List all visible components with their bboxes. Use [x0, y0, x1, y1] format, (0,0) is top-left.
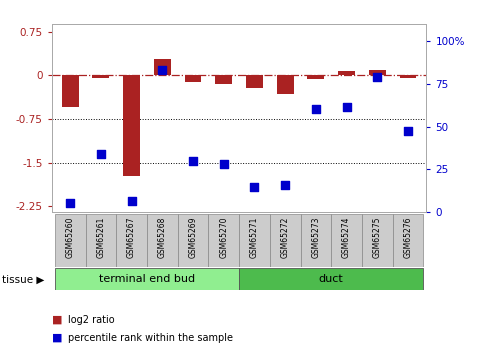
- Bar: [215, 75, 232, 84]
- Text: GSM65272: GSM65272: [281, 217, 290, 258]
- Point: [404, 128, 412, 134]
- Point: [343, 104, 351, 110]
- Point: [158, 67, 166, 73]
- Bar: [93, 75, 109, 78]
- Bar: [116, 214, 147, 267]
- Bar: [55, 214, 86, 267]
- Bar: [392, 214, 423, 267]
- Text: GSM65267: GSM65267: [127, 217, 136, 258]
- Bar: [209, 214, 239, 267]
- Text: log2 ratio: log2 ratio: [68, 315, 114, 325]
- Point: [189, 158, 197, 164]
- Bar: [246, 75, 263, 88]
- Text: tissue ▶: tissue ▶: [2, 274, 45, 284]
- Bar: [270, 214, 301, 267]
- Bar: [86, 214, 116, 267]
- Point: [373, 75, 381, 80]
- Point: [66, 200, 74, 206]
- Bar: [184, 75, 202, 82]
- Bar: [123, 75, 140, 176]
- Bar: [301, 214, 331, 267]
- Text: GSM65276: GSM65276: [403, 217, 413, 258]
- Text: GSM65268: GSM65268: [158, 217, 167, 258]
- Bar: [55, 268, 239, 290]
- Bar: [399, 75, 417, 78]
- Bar: [369, 70, 386, 75]
- Bar: [338, 71, 355, 75]
- Text: GSM65269: GSM65269: [188, 217, 198, 258]
- Bar: [62, 75, 79, 107]
- Text: GSM65274: GSM65274: [342, 217, 351, 258]
- Point: [128, 198, 136, 204]
- Text: GSM65271: GSM65271: [250, 217, 259, 258]
- Text: ■: ■: [52, 315, 62, 325]
- Point: [281, 183, 289, 188]
- Point: [97, 151, 105, 157]
- Text: GSM65275: GSM65275: [373, 217, 382, 258]
- Bar: [308, 75, 324, 79]
- Text: terminal end bud: terminal end bud: [99, 274, 195, 284]
- Text: GSM65261: GSM65261: [97, 217, 106, 258]
- Text: GSM65273: GSM65273: [312, 217, 320, 258]
- Text: ■: ■: [52, 333, 62, 343]
- Bar: [331, 214, 362, 267]
- Text: percentile rank within the sample: percentile rank within the sample: [68, 333, 233, 343]
- Text: duct: duct: [319, 274, 344, 284]
- Point: [312, 106, 320, 111]
- Point: [220, 162, 228, 167]
- Bar: [177, 214, 209, 267]
- Text: GSM65270: GSM65270: [219, 217, 228, 258]
- Bar: [154, 59, 171, 75]
- Bar: [277, 75, 294, 94]
- Bar: [147, 214, 177, 267]
- Bar: [362, 214, 392, 267]
- Bar: [239, 214, 270, 267]
- Bar: [239, 268, 423, 290]
- Point: [250, 184, 258, 190]
- Text: GSM65260: GSM65260: [66, 217, 75, 258]
